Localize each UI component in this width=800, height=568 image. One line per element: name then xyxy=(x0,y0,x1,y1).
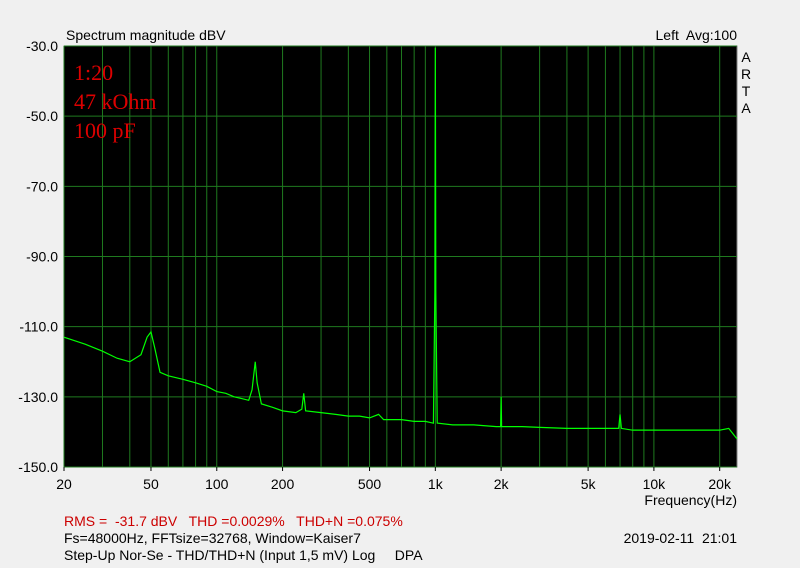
logo-letter: A xyxy=(741,100,751,116)
settings: Fs=48000Hz, FFTsize=32768, Window=Kaiser… xyxy=(64,530,361,546)
status: Left Avg:100 xyxy=(656,27,738,43)
x-tick-label: 2k xyxy=(494,476,510,492)
x-tick-label: 1k xyxy=(428,476,444,492)
date: 2019-02-11 21:01 xyxy=(624,530,738,546)
y-tick-label: -90.0 xyxy=(26,249,58,265)
y-tick-label: -50.0 xyxy=(26,108,58,124)
chart-title: Spectrum magnitude dBV xyxy=(66,27,226,43)
y-tick-label: -150.0 xyxy=(18,459,58,475)
spectrum-line xyxy=(63,47,738,440)
y-tick-label: -30.0 xyxy=(26,38,58,54)
x-tick-label: 20k xyxy=(708,476,732,492)
y-tick-label: -130.0 xyxy=(18,389,58,405)
description: Step-Up Nor-Se - THD/THD+N (Input 1,5 mV… xyxy=(64,547,423,563)
x-tick-label: 500 xyxy=(358,476,382,492)
x-axis-label: Frequency(Hz) xyxy=(644,492,737,508)
annotation: 1:20 xyxy=(74,60,113,85)
plot xyxy=(63,47,738,440)
y-tick-label: -110.0 xyxy=(19,319,58,335)
logo-letter: T xyxy=(742,83,751,99)
measurement: RMS = -31.7 dBV THD =0.0029% THD+N =0.07… xyxy=(64,513,403,529)
annotation: 47 kOhm xyxy=(74,89,157,114)
x-tick-label: 20 xyxy=(56,476,72,492)
x-tick-label: 200 xyxy=(271,476,295,492)
logo-letter: R xyxy=(741,66,751,82)
x-tick-label: 10k xyxy=(643,476,667,492)
x-tick-label: 50 xyxy=(143,476,159,492)
x-tick-label: 5k xyxy=(581,476,597,492)
annotation: 100 pF xyxy=(74,118,136,143)
logo-letter: A xyxy=(741,49,751,65)
x-tick-label: 100 xyxy=(205,476,229,492)
y-tick-label: -70.0 xyxy=(26,178,58,194)
